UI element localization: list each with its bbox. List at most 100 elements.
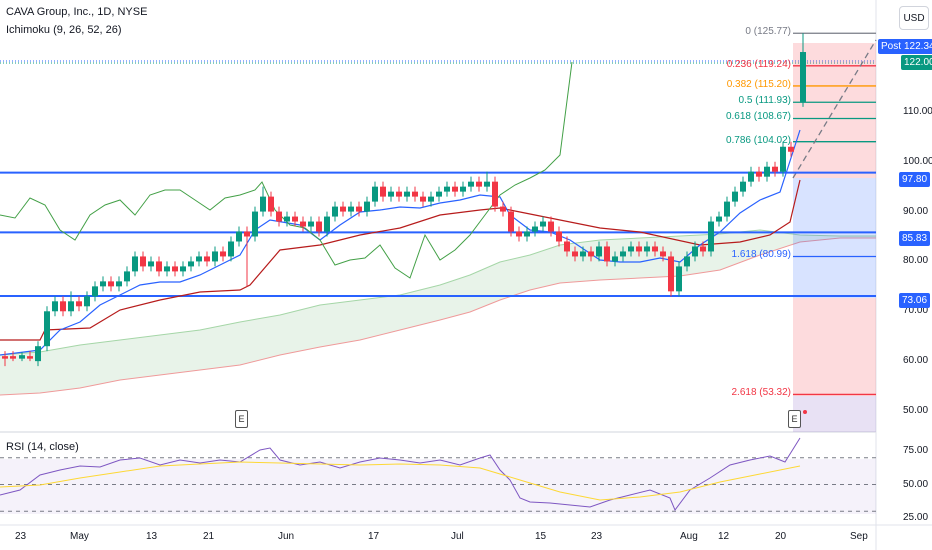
fib-level-label: 1.618 (80.99): [731, 249, 792, 261]
candle-body: [524, 231, 530, 237]
candle-body: [572, 251, 578, 257]
candle-body: [676, 266, 682, 292]
candle-body: [164, 266, 170, 272]
fib-level-label: 0.236 (119.24): [726, 58, 791, 70]
candle-body: [10, 356, 16, 359]
candle-body: [324, 216, 330, 232]
candle-body: [132, 256, 138, 272]
candle-body: [140, 256, 146, 267]
candle-body: [732, 191, 738, 202]
candle-body: [308, 221, 314, 227]
candle-body: [644, 246, 650, 252]
date-axis-label: Jul: [451, 531, 464, 542]
candle-body: [540, 221, 546, 227]
post-label-tag: Post: [878, 39, 905, 54]
date-axis-label: 23: [591, 531, 603, 542]
candle-body: [588, 251, 594, 257]
fib-level-label: 0.786 (104.02): [725, 134, 791, 146]
rsi-line: [0, 437, 801, 511]
chikou-span: [0, 61, 573, 279]
last-price-tag: 122.00: [901, 55, 932, 70]
ichimoku-indicator-label[interactable]: Ichimoku (9, 26, 52, 26): [6, 24, 122, 36]
candle-body: [636, 246, 642, 252]
candle-body: [156, 261, 162, 272]
candle-body: [228, 241, 234, 257]
level-97-80-tag[interactable]: 97.80: [899, 172, 931, 187]
candle-body: [652, 246, 658, 252]
candle-body: [348, 206, 354, 212]
candle-body: [124, 271, 130, 282]
candle-body: [236, 231, 242, 242]
candle-body: [492, 181, 498, 207]
candle-body: [260, 196, 266, 212]
candle-body: [188, 261, 194, 267]
date-axis-label: 17: [368, 531, 380, 542]
candle-body: [332, 206, 338, 217]
date-axis-label: Aug: [680, 531, 698, 542]
candle-body: [604, 246, 610, 262]
candle-body: [252, 211, 258, 237]
date-axis-label: May: [70, 531, 89, 542]
currency-button[interactable]: USD: [899, 6, 929, 30]
candle-body: [772, 166, 778, 172]
candle-body: [276, 211, 282, 222]
level-73-06-tag[interactable]: 73.06: [899, 293, 931, 308]
candle-body: [52, 301, 58, 312]
candle-body: [268, 196, 274, 212]
candle-body: [148, 261, 154, 267]
candle-body: [380, 186, 386, 197]
candle-body: [60, 301, 66, 312]
price-axis-label: 80.00: [903, 255, 929, 267]
candle-body: [508, 211, 514, 232]
candle-body: [404, 191, 410, 197]
rsi-axis-label: 75.00: [903, 445, 929, 456]
fib-level-label: 0.5 (111.93): [738, 95, 791, 107]
candle-body: [596, 246, 602, 257]
fib-level-label: 0.618 (108.67): [725, 111, 791, 123]
earnings-badge-may[interactable]: E: [235, 410, 248, 428]
candle-body: [116, 281, 122, 287]
candle-body: [316, 221, 322, 232]
candle-body: [628, 246, 634, 252]
fib-level-label: 0.382 (115.20): [726, 78, 791, 90]
date-axis-label: Jun: [278, 531, 295, 542]
earnings-badge-aug[interactable]: E: [788, 410, 801, 428]
candle-body: [420, 196, 426, 202]
candle-body: [220, 251, 226, 257]
candle-body: [740, 181, 746, 192]
date-axis-label: Sep: [850, 531, 868, 542]
candle-body: [76, 301, 82, 307]
symbol-title[interactable]: CAVA Group, Inc., 1D, NYSE: [6, 6, 148, 18]
candle-body: [412, 191, 418, 197]
candle-body: [444, 186, 450, 192]
candle-body: [372, 186, 378, 202]
candle-body: [92, 286, 98, 297]
rsi-band-fill: [0, 459, 876, 514]
candle-body: [35, 346, 41, 362]
candle-body: [516, 231, 522, 237]
candle-body: [396, 191, 402, 197]
candle-body: [84, 296, 90, 307]
fib-low-zone: [793, 298, 876, 396]
candle-body: [212, 251, 218, 262]
candle-body: [556, 231, 562, 242]
candle-body: [764, 166, 770, 177]
senkou-span-b: [0, 237, 876, 396]
candle-body: [484, 181, 490, 187]
candle-body: [428, 196, 434, 202]
candle-body: [692, 246, 698, 257]
price-axis-label: 50.00: [903, 405, 929, 416]
rsi-indicator-label[interactable]: RSI (14, close): [6, 441, 79, 453]
candle-body: [172, 266, 178, 272]
candle-body: [180, 266, 186, 272]
candle-body: [44, 311, 50, 347]
candle-body: [788, 146, 794, 152]
candle-body: [620, 251, 626, 257]
candle-body: [300, 221, 306, 227]
candle-body: [204, 256, 210, 262]
candle-body: [724, 201, 730, 217]
level-85-83-tag[interactable]: 85.83: [899, 231, 931, 246]
candle-body: [684, 256, 690, 267]
candle-body: [468, 181, 474, 187]
